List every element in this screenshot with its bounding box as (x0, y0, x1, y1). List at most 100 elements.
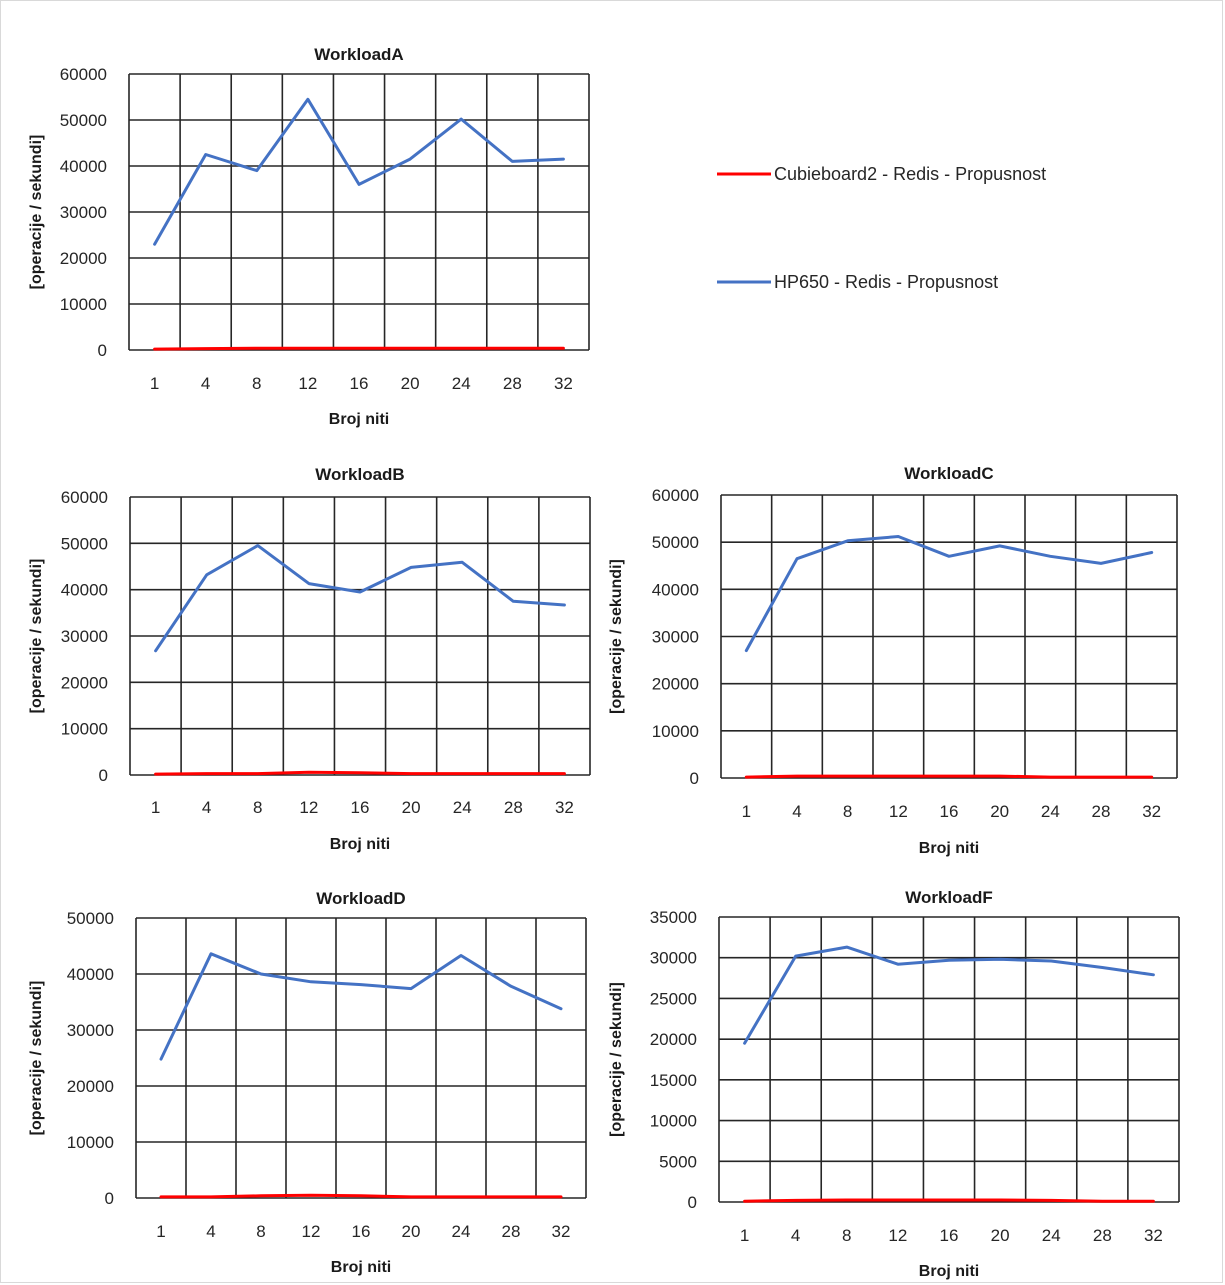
x-axis-label: Broj niti (919, 1263, 979, 1280)
chart-title: WorkloadB (315, 465, 404, 484)
legend-item: HP650 - Redis - Propusnost (717, 272, 998, 292)
y-tick-label: 40000 (61, 581, 108, 600)
chart-3: 0 10000 20000 30000 40000 50000 60000 1 4 8 12 16 20… (608, 464, 1178, 857)
series-line-cubieboard2 (159, 1193, 563, 1199)
series-line-hp650 (743, 945, 1155, 1045)
x-tick-label: 16 (351, 798, 370, 817)
x-tick-label: 8 (842, 1226, 851, 1245)
chart-title: WorkloadA (314, 45, 403, 64)
y-tick-label: 10000 (60, 295, 107, 314)
x-tick-label: 24 (452, 1222, 471, 1241)
x-tick-label: 28 (502, 1222, 521, 1241)
x-tick-label: 32 (1142, 802, 1161, 821)
series-line-hp650 (744, 535, 1154, 653)
x-tick-label: 28 (503, 374, 522, 393)
x-axis-label: Broj niti (919, 840, 979, 857)
y-tick-label: 0 (105, 1189, 114, 1208)
y-tick-label: 30000 (60, 203, 107, 222)
x-tick-label: 1 (742, 802, 751, 821)
y-tick-label: 30000 (652, 628, 699, 647)
y-tick-label: 0 (99, 766, 108, 785)
x-tick-label: 32 (554, 374, 573, 393)
x-tick-label: 28 (504, 798, 523, 817)
x-tick-label: 20 (991, 1226, 1010, 1245)
x-tick-label: 8 (843, 802, 852, 821)
chart-2: 0 10000 20000 30000 40000 50000 60000 1 4 8 12 16 20… (28, 465, 591, 853)
y-tick-label: 15000 (650, 1071, 697, 1090)
y-tick-label: 40000 (652, 580, 699, 599)
x-tick-label: 12 (888, 1226, 907, 1245)
x-tick-label: 12 (299, 798, 318, 817)
y-tick-label: 0 (688, 1193, 697, 1212)
series-line-cubieboard2 (153, 346, 565, 351)
chart-5: 0 5000 10000 15000 20000 25000 30000 35000 1 4 8 12… (608, 888, 1180, 1280)
legend-label: Cubieboard2 - Redis - Propusnost (774, 164, 1046, 184)
x-tick-label: 16 (940, 1226, 959, 1245)
y-tick-label: 60000 (652, 486, 699, 505)
x-tick-label: 32 (1144, 1226, 1163, 1245)
y-tick-label: 20000 (650, 1030, 697, 1049)
y-tick-label: 25000 (650, 989, 697, 1008)
y-tick-label: 10000 (650, 1112, 697, 1131)
y-tick-label: 30000 (650, 949, 697, 968)
y-tick-label: 50000 (60, 111, 107, 130)
x-tick-label: 16 (352, 1222, 371, 1241)
x-tick-label: 24 (1042, 1226, 1061, 1245)
y-tick-label: 20000 (60, 249, 107, 268)
y-axis-label: [operacije / sekundi] (608, 559, 625, 714)
x-tick-label: 4 (206, 1222, 215, 1241)
x-tick-label: 32 (555, 798, 574, 817)
chart-title: WorkloadD (316, 889, 405, 908)
series-line-cubieboard2 (744, 774, 1154, 779)
x-tick-label: 12 (889, 802, 908, 821)
y-tick-label: 0 (690, 769, 699, 788)
chart-title: WorkloadC (904, 464, 993, 483)
chart-4: 0 10000 20000 30000 40000 50000 1 4 8 12 16 20 24 28 3… (28, 889, 587, 1276)
legend-label: HP650 - Redis - Propusnost (774, 272, 998, 292)
y-tick-label: 30000 (61, 627, 108, 646)
chart-1: 0 10000 20000 30000 40000 50000 60000 1 4 8 12 16 20… (28, 45, 590, 428)
y-tick-label: 10000 (67, 1133, 114, 1152)
y-axis-label: [operacije / sekundi] (28, 981, 45, 1136)
y-tick-label: 60000 (61, 488, 108, 507)
x-tick-label: 20 (990, 802, 1009, 821)
x-tick-label: 1 (150, 374, 159, 393)
y-tick-label: 20000 (652, 675, 699, 694)
x-tick-label: 4 (202, 798, 211, 817)
x-tick-label: 8 (256, 1222, 265, 1241)
x-tick-label: 12 (298, 374, 317, 393)
y-tick-label: 10000 (61, 720, 108, 739)
x-tick-label: 4 (792, 802, 801, 821)
y-tick-label: 30000 (67, 1021, 114, 1040)
series-line-hp650 (153, 97, 565, 246)
x-tick-label: 28 (1093, 1226, 1112, 1245)
y-tick-label: 20000 (67, 1077, 114, 1096)
y-tick-label: 5000 (659, 1152, 697, 1171)
x-tick-label: 20 (402, 798, 421, 817)
y-axis-label: [operacije / sekundi] (608, 982, 625, 1137)
x-tick-label: 24 (453, 798, 472, 817)
y-axis-label: [operacije / sekundi] (28, 559, 45, 714)
y-tick-label: 10000 (652, 722, 699, 741)
series-line-hp650 (159, 952, 563, 1061)
y-tick-label: 0 (98, 341, 107, 360)
x-tick-label: 8 (253, 798, 262, 817)
x-tick-label: 24 (452, 374, 471, 393)
y-tick-label: 40000 (67, 965, 114, 984)
x-tick-label: 24 (1041, 802, 1060, 821)
y-tick-label: 40000 (60, 157, 107, 176)
x-axis-label: Broj niti (331, 1259, 391, 1276)
y-tick-label: 20000 (61, 673, 108, 692)
y-tick-label: 50000 (67, 909, 114, 928)
x-tick-label: 12 (302, 1222, 321, 1241)
x-tick-label: 4 (201, 374, 210, 393)
x-tick-label: 16 (350, 374, 369, 393)
x-tick-label: 32 (552, 1222, 571, 1241)
x-tick-label: 28 (1092, 802, 1111, 821)
x-tick-label: 16 (940, 802, 959, 821)
x-tick-label: 20 (401, 374, 420, 393)
x-axis-label: Broj niti (329, 411, 389, 428)
x-tick-label: 1 (151, 798, 160, 817)
